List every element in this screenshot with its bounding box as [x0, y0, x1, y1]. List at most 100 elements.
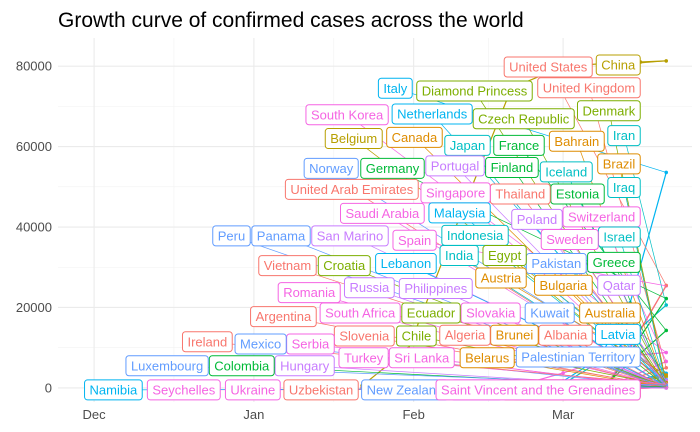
country-label-chile: Chile	[396, 325, 437, 347]
label-text: Estonia	[556, 187, 600, 202]
country-label-israel: Israel	[597, 226, 641, 248]
label-box	[548, 130, 605, 152]
country-label-turkey: Turkey	[338, 347, 389, 369]
label-text: France	[499, 138, 539, 153]
label-text: Qatar	[603, 278, 636, 293]
y-tick-label: 40000	[16, 220, 52, 235]
label-box	[84, 379, 143, 401]
country-label-indonesia: Indonesia	[441, 224, 509, 246]
label-text: Israel	[603, 230, 635, 245]
label-box	[311, 225, 389, 247]
label-text: Malaysia	[434, 205, 486, 220]
label-text: Croatia	[323, 258, 366, 273]
label-box	[459, 347, 515, 369]
label-box	[428, 202, 491, 224]
country-label-canada: Canada	[386, 126, 443, 148]
country-label-malaysia: Malaysia	[428, 202, 491, 224]
country-label-brunei: Brunei	[490, 324, 539, 346]
label-box	[303, 157, 359, 179]
label-box	[597, 274, 641, 296]
label-box	[250, 306, 317, 328]
country-label-uzbekistan: Uzbekistan	[283, 379, 359, 401]
label-text: Romania	[283, 285, 336, 300]
label-text: Colombia	[214, 358, 270, 373]
label-text: Iraq	[613, 180, 635, 195]
country-label-czech-republic: Czech Republic	[472, 108, 575, 130]
label-text: New Zealand	[367, 382, 444, 397]
label-box	[146, 379, 221, 401]
label-box	[338, 347, 389, 369]
country-label-ireland: Ireland	[181, 331, 233, 353]
label-leader-united-states	[547, 66, 667, 286]
country-label-france: France	[493, 134, 545, 156]
label-text: Finland	[491, 160, 534, 175]
country-label-namibia: Namibia	[84, 379, 143, 401]
country-label-finland: Finland	[485, 156, 539, 178]
label-box	[472, 108, 575, 130]
country-label-peru: Peru	[212, 225, 251, 247]
country-label-iraq: Iraq	[607, 177, 641, 199]
country-label-brazil: Brazil	[597, 153, 641, 175]
label-text: Brazil	[603, 156, 636, 171]
country-label-ukraine: Ukraine	[224, 379, 281, 401]
label-text: Luxembourg	[131, 358, 203, 373]
label-box	[607, 125, 641, 147]
label-text: Algeria	[445, 328, 486, 343]
label-text: South Korea	[311, 107, 384, 122]
label-box	[538, 324, 593, 346]
label-box	[258, 255, 317, 277]
x-tick-label: Mar	[552, 407, 575, 422]
label-box	[607, 177, 641, 199]
country-label-iran: Iran	[607, 125, 641, 147]
label-box	[550, 183, 605, 205]
y-tick-label: 20000	[16, 300, 52, 315]
country-label-sweden: Sweden	[540, 228, 599, 250]
country-label-slovenia: Slovenia	[333, 325, 395, 347]
label-text: Denmark	[582, 103, 635, 118]
country-label-new-zealand: New Zealand	[361, 379, 449, 401]
label-box	[587, 251, 641, 273]
label-box	[482, 245, 527, 267]
label-box	[493, 134, 545, 156]
country-label-diamond-princess: Diamond Princess	[416, 80, 533, 102]
label-box	[425, 155, 485, 177]
label-text: Saint Vincent and the Grenadines	[441, 382, 636, 397]
label-box	[396, 325, 437, 347]
country-label-austria: Austria	[475, 267, 527, 289]
country-label-hungary: Hungary	[274, 355, 335, 377]
label-text: Australia	[585, 306, 636, 321]
label-box	[377, 77, 413, 99]
country-label-seychelles: Seychelles	[146, 379, 221, 401]
label-text: Germany	[366, 161, 420, 176]
label-text: Austria	[481, 271, 522, 286]
country-label-mexico: Mexico	[234, 333, 287, 355]
y-tick-label: 60000	[16, 139, 52, 154]
country-label-albania: Albania	[538, 324, 593, 346]
label-text: Philippines	[404, 281, 467, 296]
label-text: Vietnam	[264, 258, 311, 273]
label-box	[475, 267, 527, 289]
label-text: Indonesia	[447, 228, 504, 243]
label-box	[485, 156, 539, 178]
country-label-estonia: Estonia	[550, 183, 605, 205]
country-label-saudi-arabia: Saudi Arabia	[339, 202, 425, 224]
label-text: Slovakia	[466, 306, 516, 321]
country-label-india: India	[439, 245, 479, 267]
country-label-croatia: Croatia	[317, 255, 371, 277]
country-label-russia: Russia	[343, 277, 395, 299]
country-label-united-states: United States	[503, 56, 593, 78]
label-text: San Marino	[317, 228, 383, 243]
label-box	[539, 161, 593, 183]
y-tick-label: 0	[45, 380, 52, 395]
label-box	[416, 80, 533, 102]
label-text: Japan	[450, 138, 485, 153]
label-box	[319, 302, 401, 324]
label-box	[234, 333, 287, 355]
label-text: Sri Lanka	[394, 350, 450, 365]
country-label-spain: Spain	[392, 229, 437, 251]
label-box	[125, 355, 209, 377]
label-text: Ecuador	[407, 306, 456, 321]
data-point-germany	[664, 296, 669, 301]
label-box	[305, 104, 389, 126]
